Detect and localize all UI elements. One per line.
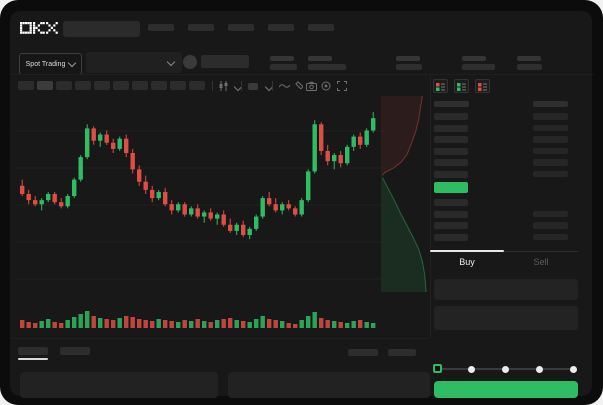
bid-row-price[interactable] [434,222,468,229]
orders-action-2[interactable] [388,349,416,356]
orderbook-header-price [434,101,469,107]
timeframe-button[interactable] [18,81,34,90]
ask-row-amount[interactable] [533,124,568,131]
slider-handle[interactable] [433,364,442,373]
timeframe-button[interactable] [189,81,205,90]
stat-value [308,64,346,70]
ask-row-price[interactable] [434,124,468,132]
ask-row-price[interactable] [434,147,468,155]
ask-row-price[interactable] [434,170,468,178]
nav-item[interactable] [148,24,174,31]
orderbook-view-asks-only-icon[interactable] [475,79,490,93]
orders-tab-history[interactable] [60,347,90,355]
chart-type-icon[interactable] [218,81,229,91]
stat-label [396,56,420,61]
bid-row-amount[interactable] [533,210,568,217]
orderbook-view-bids-only-icon[interactable] [454,79,469,93]
nav-item[interactable] [188,24,214,31]
ask-row-amount[interactable] [533,147,568,154]
bid-row-price[interactable] [434,210,468,218]
slider-stop[interactable] [468,366,475,373]
orders-tab-underline [18,358,48,360]
ask-row-amount[interactable] [533,113,568,120]
orders-action-1[interactable] [348,349,378,356]
ticker-stat [517,56,542,70]
stat-value [462,64,495,70]
okx-logo-icon [20,22,58,34]
orders-tab-open[interactable] [18,347,48,355]
active-tab-indicator [430,250,504,252]
bid-row-amount[interactable] [533,233,568,240]
ask-row-price[interactable] [434,113,468,120]
timeframe-button[interactable] [132,81,148,90]
timeframe-button[interactable] [113,81,129,90]
nav-item[interactable] [268,24,294,31]
orders-panel-left [20,372,218,398]
ask-row-price[interactable] [434,159,468,166]
ticker-stat [462,56,495,70]
chevron-down-icon [166,57,176,66]
stat-label [308,56,332,61]
slider-stop[interactable] [536,366,543,373]
timeframe-button[interactable] [94,81,110,90]
pair-name-placeholder [201,55,249,68]
orderbook-view-combined-icon[interactable] [433,79,448,93]
ask-row-amount[interactable] [533,136,568,143]
market-type-label: Spot Trading [25,60,66,68]
tab-sell[interactable]: Sell [533,257,549,267]
search-input[interactable] [63,21,140,37]
buy-submit-button[interactable] [434,381,578,398]
timeframe-button[interactable] [37,81,53,90]
market-type-selector[interactable]: Spot Trading [19,53,82,75]
orders-panel-right [228,372,430,398]
chevron-down-icon [68,58,77,68]
nav-item[interactable] [228,24,254,31]
stat-label [462,56,486,61]
stat-value [396,64,422,70]
interval-button[interactable] [248,83,258,90]
slider-stop[interactable] [570,366,577,373]
stat-value [517,64,542,70]
bid-row-amount[interactable] [533,222,568,229]
price-input[interactable] [434,279,578,300]
timeframe-button[interactable] [151,81,167,90]
tab-buy[interactable]: Buy [459,257,475,267]
timeframe-buttons [18,81,205,90]
timeframe-button[interactable] [56,81,72,90]
timeframe-button[interactable] [75,81,91,90]
last-price-pill[interactable] [434,182,468,193]
stat-value [270,64,297,70]
amount-input[interactable] [434,306,578,330]
stat-label [517,56,541,61]
ticker-stat [396,56,422,70]
draw-pencil-icon[interactable] [293,81,303,91]
ticker-stat [270,56,297,70]
ask-row-amount[interactable] [533,159,568,166]
ask-row-price[interactable] [434,136,468,143]
bid-row-price[interactable] [434,233,468,241]
coin-avatar [183,55,197,69]
bid-row-price[interactable] [434,199,468,206]
slider-stop[interactable] [502,366,509,373]
timeframe-button[interactable] [170,81,186,90]
candlestick-chart[interactable] [15,96,383,336]
orderbook-view-toggles [433,79,490,93]
depth-chart [381,96,427,292]
pair-selector-dropdown[interactable] [86,52,182,73]
ticker-stat [308,56,346,70]
fullscreen-icon[interactable] [337,81,347,91]
camera-icon[interactable] [306,81,317,91]
settings-gear-icon[interactable] [321,81,331,91]
nav-item[interactable] [308,24,334,31]
main-nav [148,24,334,31]
ask-row-amount[interactable] [533,170,568,177]
stat-label [270,56,294,61]
orderbook-header-amount [533,101,568,107]
tab-divider [504,251,578,252]
indicator-wave-icon[interactable] [279,83,290,89]
